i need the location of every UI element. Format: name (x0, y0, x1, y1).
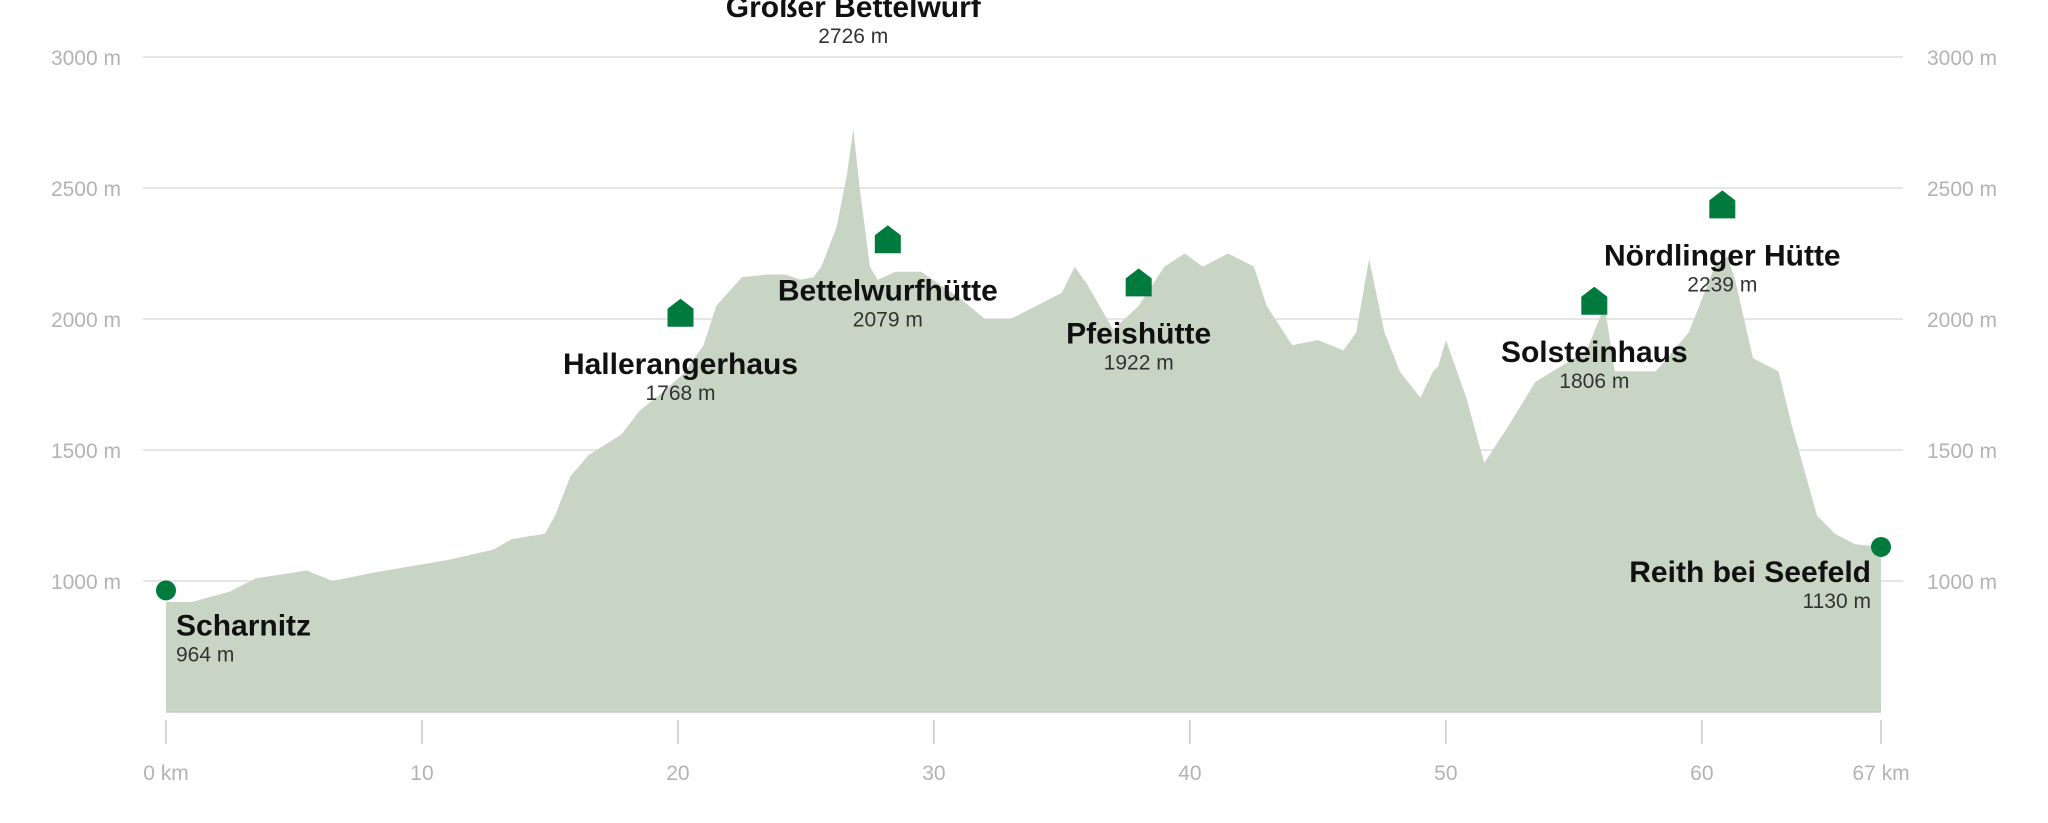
x-tick-label: 50 (1434, 762, 1457, 785)
endpoint-dot-icon (1871, 536, 1891, 557)
y-axis: 1000 m 1000 m 1500 m 1500 m 2000 m 2000 m 2500… (51, 47, 1997, 594)
waypoint-name: Solsteinhaus (1501, 336, 1688, 369)
x-tick-label: 20 (666, 762, 689, 785)
waypoint-elevation: 1806 m (1559, 370, 1629, 393)
waypoint-elevation: 1922 m (1104, 351, 1174, 374)
hut-icon (667, 298, 694, 327)
elevation-area (166, 128, 1881, 713)
y-tick-label-right: 1500 m (1927, 440, 1997, 463)
x-tick-label: 30 (922, 762, 945, 785)
hut-icon (1581, 286, 1608, 315)
y-tick-label-left: 1000 m (51, 571, 121, 594)
x-tick-label: 10 (410, 762, 433, 785)
waypoint-elevation: 1768 m (645, 382, 715, 405)
y-tick-label-left: 2500 m (51, 178, 121, 201)
x-tick-label: 60 (1690, 762, 1713, 785)
waypoint-elevation: 964 m (176, 643, 234, 666)
y-tick-label-right: 3000 m (1927, 47, 1997, 70)
y-tick-label-left: 2000 m (51, 309, 121, 332)
x-tick-label: 0 km (143, 762, 189, 785)
waypoint-elevation: 2239 m (1687, 273, 1757, 296)
waypoint-name: Reith bei Seefeld (1629, 556, 1871, 589)
waypoint-elevation: 2079 m (853, 308, 923, 331)
y-tick-label-left: 3000 m (51, 47, 121, 70)
y-tick-label-right: 1000 m (1927, 571, 1997, 594)
hut-icon (1709, 190, 1736, 219)
waypoint-name: Nördlinger Hütte (1604, 239, 1841, 272)
waypoint-name: Bettelwurfhütte (778, 274, 998, 307)
hut-icon (874, 225, 901, 254)
y-tick-label-left: 1500 m (51, 440, 121, 463)
waypoint-name: Pfeishütte (1066, 317, 1211, 350)
x-axis: 0 km 10 20 30 40 50 60 67 km (143, 720, 1910, 785)
y-tick-label-right: 2500 m (1927, 178, 1997, 201)
waypoint-name: Großer Bettelwurf (726, 0, 982, 24)
x-tick-label: 40 (1178, 762, 1201, 785)
waypoint-elevation: 2726 m (818, 25, 888, 48)
waypoint-name: Hallerangerhaus (563, 348, 798, 381)
waypoint-elevation: 1130 m (1803, 590, 1872, 613)
y-tick-label-right: 2000 m (1927, 309, 1997, 332)
waypoint-markers (156, 190, 1891, 601)
x-tick-label: 67 km (1852, 762, 1909, 785)
endpoint-dot-icon (156, 580, 176, 601)
waypoint-name: Scharnitz (176, 609, 311, 642)
hut-icon (1125, 268, 1152, 297)
